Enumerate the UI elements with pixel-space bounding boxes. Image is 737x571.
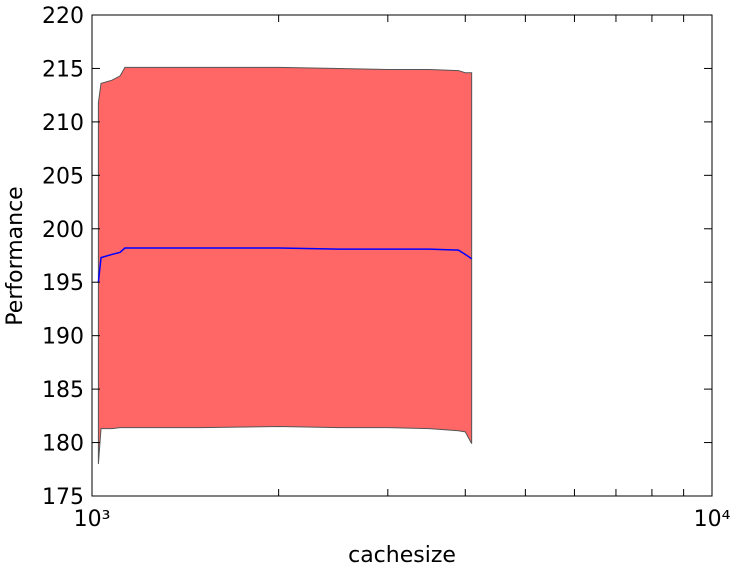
y-tick-label: 195: [42, 271, 84, 296]
x-axis-label: cachesize: [348, 543, 456, 568]
y-tick-label: 220: [42, 4, 84, 29]
y-axis-label: Performance: [3, 186, 28, 325]
y-tick-label: 175: [42, 485, 84, 510]
y-tick-label: 180: [42, 432, 84, 457]
x-tick-label: 10⁴: [694, 507, 731, 532]
y-tick-label: 205: [42, 164, 84, 189]
y-tick-label: 190: [42, 325, 84, 350]
y-tick-label: 215: [42, 57, 84, 82]
mean-line: [97, 247, 473, 283]
confidence-band: [97, 66, 473, 464]
y-tick-label: 210: [42, 111, 84, 136]
x-tick-label: 10³: [74, 507, 111, 532]
y-tick-label: 185: [42, 378, 84, 403]
y-tick-label: 200: [42, 218, 84, 243]
plot-frame: [91, 14, 713, 497]
